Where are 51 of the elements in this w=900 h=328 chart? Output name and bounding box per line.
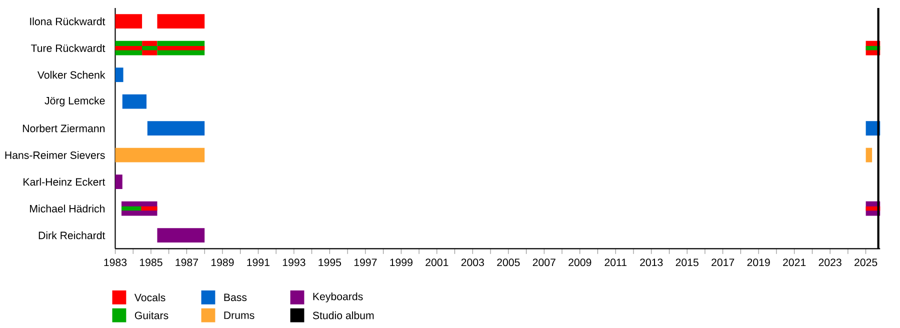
x-tick-label: 1983	[104, 258, 127, 266]
y-tick-label: Michael Hädrich	[30, 204, 105, 212]
y-tick-label: Karl-Heinz Eckert	[24, 178, 106, 186]
bar	[141, 206, 158, 211]
legend-label: Keyboards	[313, 292, 363, 302]
y-tick-label: Volker Schenk	[37, 70, 106, 79]
x-tick-label: 2015	[676, 258, 698, 266]
x-tick-label: 2003	[461, 258, 484, 266]
x-tick-label: 1987	[176, 258, 198, 266]
y-tick-label: Jörg Lemcke	[44, 96, 105, 106]
x-tick-label: 1993	[282, 258, 306, 266]
x-tick-label: 2019	[747, 258, 770, 266]
y-tick-label: Norbert Ziermann	[22, 124, 105, 132]
bar	[115, 68, 124, 82]
bar	[115, 174, 122, 189]
bar	[142, 46, 158, 50]
x-tick-label: 2009	[568, 258, 592, 266]
x-tick-label: 2025	[854, 258, 878, 266]
y-tick-label: Ture Rückwardt	[30, 44, 106, 52]
bar	[157, 228, 205, 242]
bar	[122, 94, 147, 109]
x-tick-label: 1985	[140, 258, 162, 266]
bar	[121, 206, 142, 211]
bar	[866, 148, 872, 162]
y-tick-label: Ilona Rückwardt	[30, 17, 106, 26]
x-tick-label: 2005	[497, 258, 520, 266]
bar	[157, 46, 205, 50]
x-tick-label: 2007	[532, 258, 556, 266]
x-tick-label: 2023	[818, 258, 842, 266]
x-tick-label: 2021	[783, 258, 806, 266]
x-tick-label: 2011	[604, 258, 627, 266]
bar	[115, 14, 142, 28]
y-tick-label: Dirk Reichardt	[38, 231, 106, 240]
x-tick-label: 1991	[247, 258, 270, 266]
legend-label: Guitars	[134, 311, 168, 320]
legend-label: Bass	[224, 294, 247, 301]
bar	[147, 120, 205, 136]
x-tick-label: 1995	[318, 258, 342, 266]
x-tick-label: 2001	[426, 258, 448, 266]
legend-label: Drums	[224, 311, 254, 319]
x-tick-label: 1989	[211, 258, 234, 266]
x-tick-label: 1997	[354, 258, 377, 266]
legend-label: Studio album	[312, 311, 374, 320]
y-tick-label: Hans-Reimer Sievers	[5, 151, 105, 159]
x-tick-label: 1999	[390, 258, 412, 266]
bar	[157, 14, 205, 28]
x-tick-label: 2017	[712, 258, 734, 266]
bar	[115, 148, 205, 162]
bar	[115, 46, 142, 50]
x-tick-label: 2013	[640, 258, 663, 266]
legend-label: Vocals	[134, 293, 166, 302]
